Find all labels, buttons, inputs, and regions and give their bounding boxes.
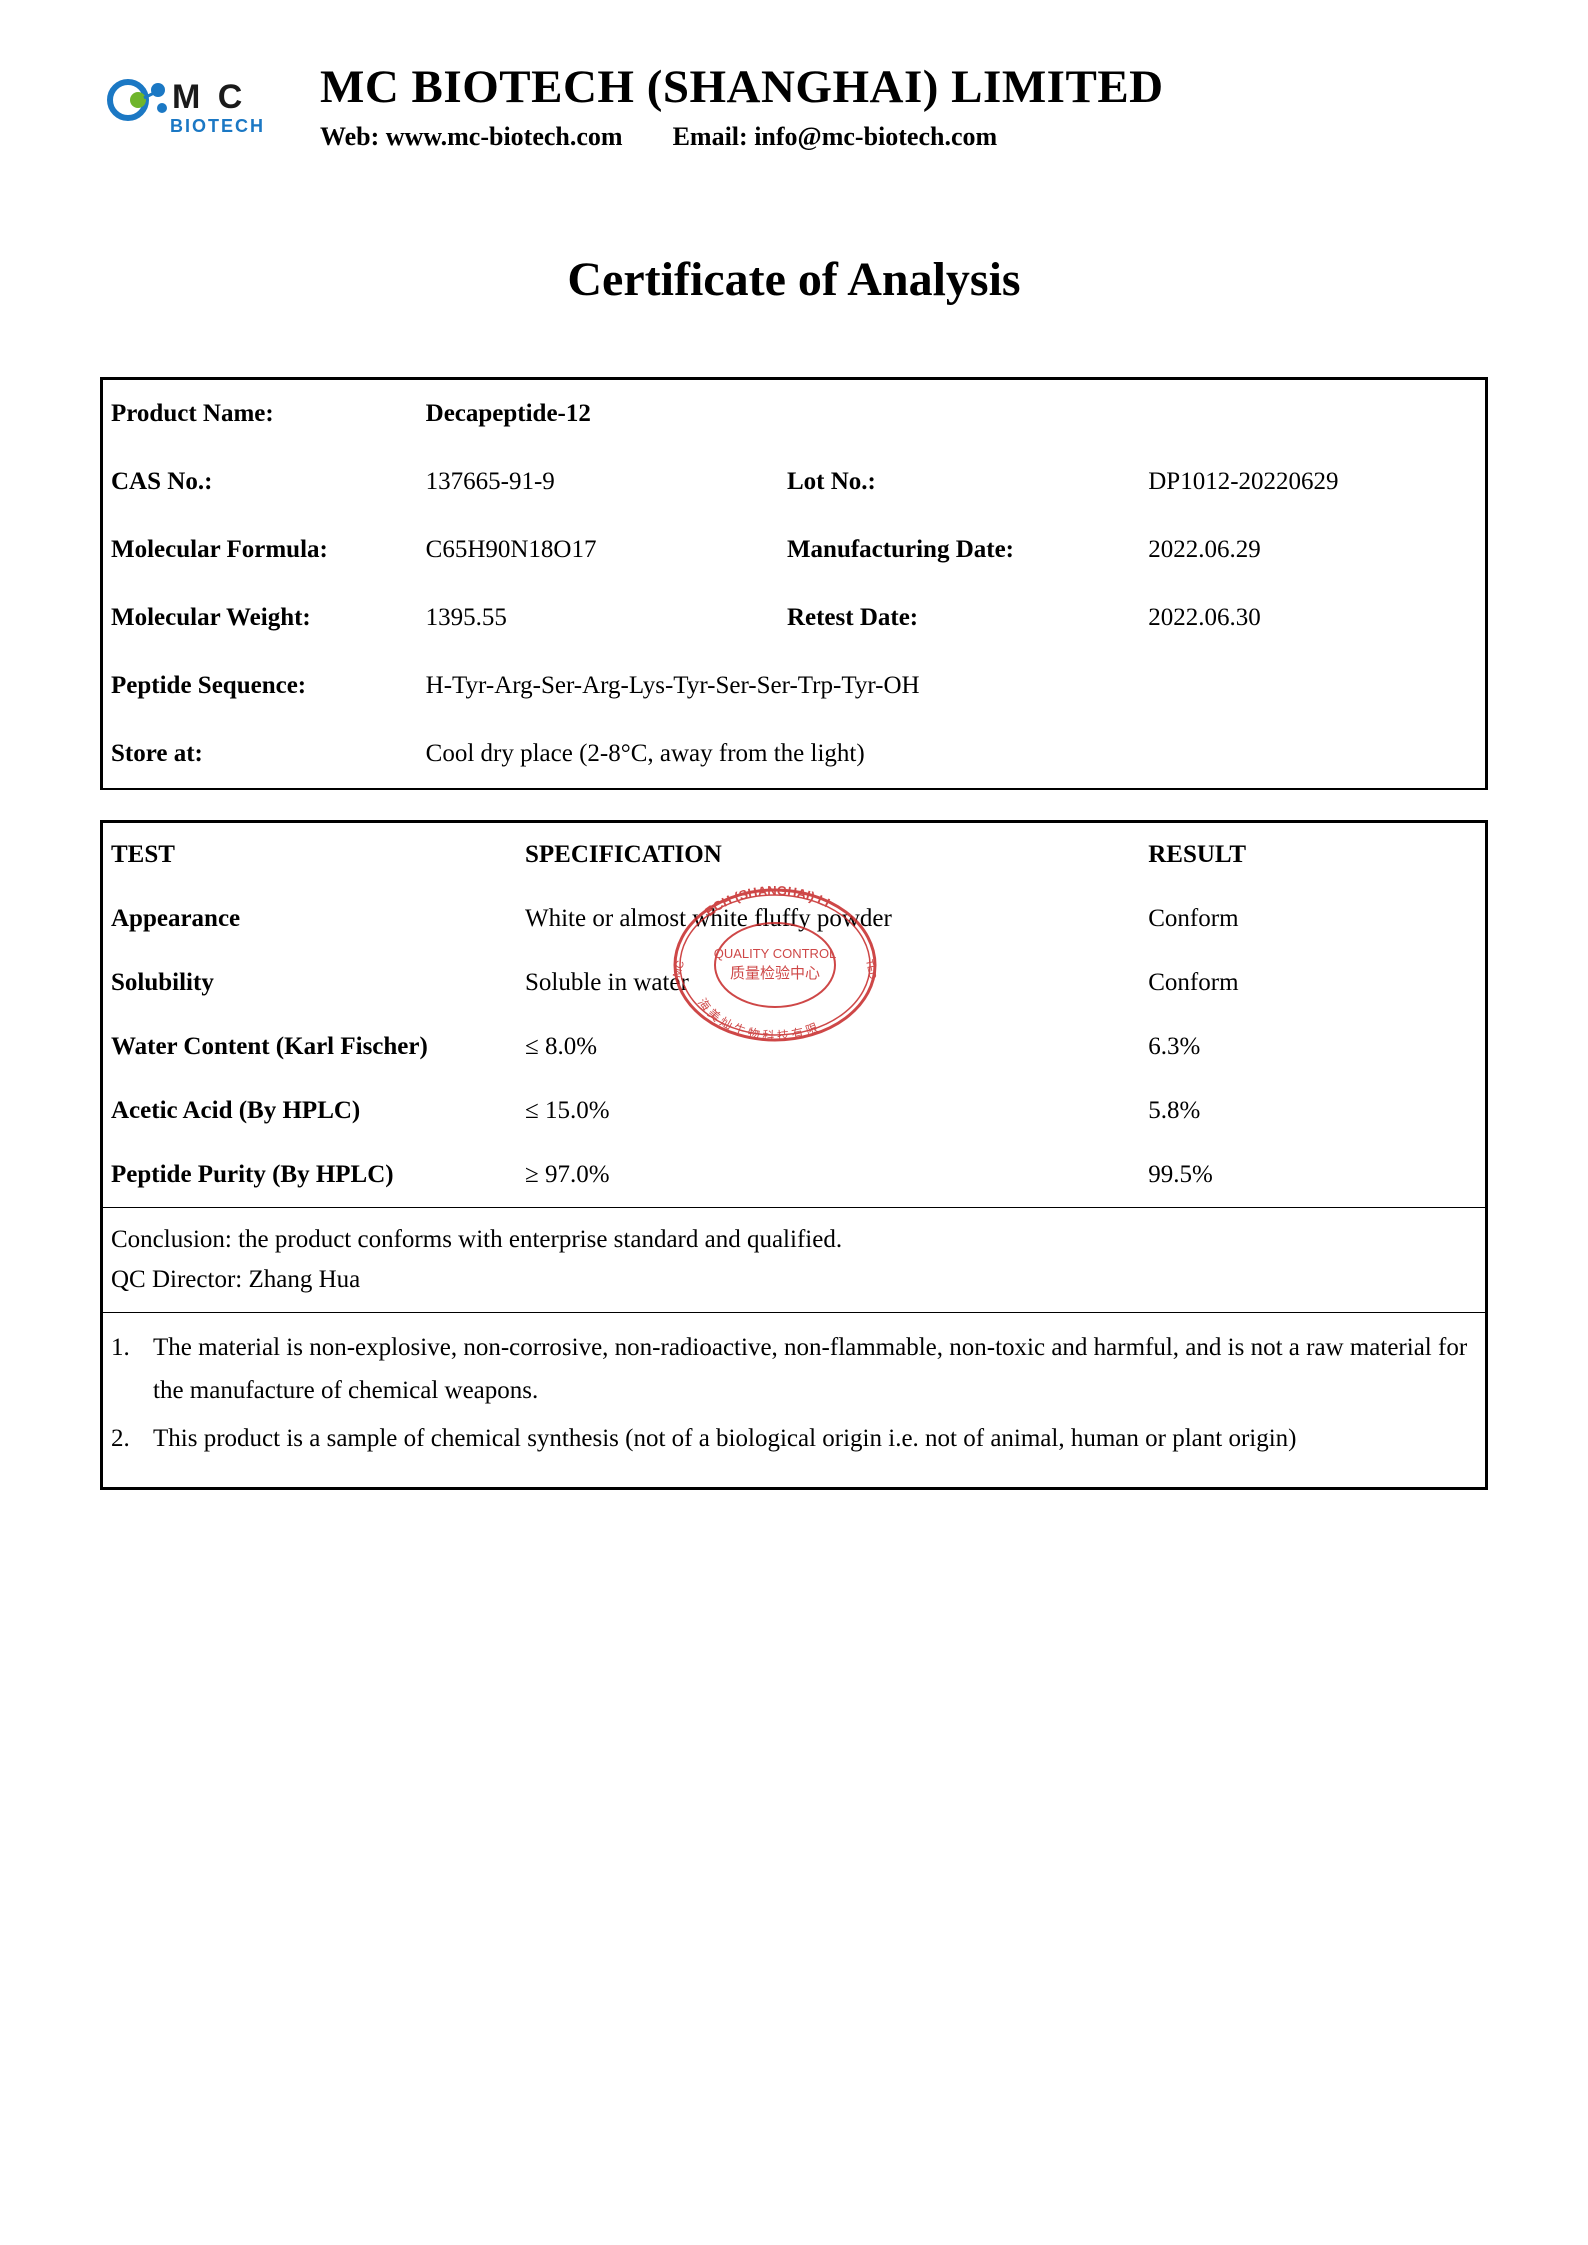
product-name-label: Product Name: [102,379,418,449]
test-row: Water Content (Karl Fischer) ≤ 8.0% 6.3% [102,1015,1487,1079]
test-name: Appearance [102,887,518,951]
email-value: info@mc-biotech.com [754,122,997,151]
retest-label: Retest Date: [779,584,1140,652]
test-row: Appearance White or almost white fluffy … [102,887,1487,951]
test-spec: ≤ 15.0% [517,1079,1140,1143]
conclusion-text: Conclusion: the product conforms with en… [111,1220,1477,1260]
test-result: 6.3% [1140,1015,1486,1079]
mfg-date-value: 2022.06.29 [1140,516,1486,584]
header-result: RESULT [1140,822,1486,888]
test-spec: Soluble in water [517,951,1140,1015]
contact-line: Web: www.mc-biotech.com Email: info@mc-bi… [320,122,1488,152]
formula-value: C65H90N18O17 [418,516,779,584]
conclusion-row: Conclusion: the product conforms with en… [102,1208,1487,1313]
header-spec: SPECIFICATION [517,822,1140,888]
test-row: Acetic Acid (By HPLC) ≤ 15.0% 5.8% [102,1079,1487,1143]
formula-label: Molecular Formula: [102,516,418,584]
weight-value: 1395.55 [418,584,779,652]
svg-text:BIOTECH: BIOTECH [170,116,265,136]
sequence-label: Peptide Sequence: [102,652,418,720]
lot-value: DP1012-20220629 [1140,448,1486,516]
test-name: Acetic Acid (By HPLC) [102,1079,518,1143]
header-test: TEST [102,822,518,888]
document-title: Certificate of Analysis [100,252,1488,307]
test-result: Conform [1140,951,1486,1015]
web-value: www.mc-biotech.com [386,122,623,151]
sequence-value: H-Tyr-Arg-Ser-Arg-Lys-Tyr-Ser-Ser-Trp-Ty… [418,652,1487,720]
mfg-date-label: Manufacturing Date: [779,516,1140,584]
svg-text:M C: M C [172,78,246,116]
product-info-table: Product Name: Decapeptide-12 CAS No.: 13… [100,377,1488,790]
test-result: 99.5% [1140,1143,1486,1208]
email-label: Email: [673,122,755,151]
test-section: TEST SPECIFICATION RESULT Appearance Whi… [100,820,1488,1490]
store-label: Store at: [102,720,418,789]
test-spec: ≥ 97.0% [517,1143,1140,1208]
notes-list: The material is non-explosive, non-corro… [111,1327,1477,1461]
test-spec: White or almost white fluffy powder [517,887,1140,951]
test-name: Water Content (Karl Fischer) [102,1015,518,1079]
store-value: Cool dry place (2-8°C, away from the lig… [418,720,1487,789]
cas-value: 137665-91-9 [418,448,779,516]
company-name: MC BIOTECH (SHANGHAI) LIMITED [320,60,1488,114]
web-label: Web: [320,122,386,151]
test-results-table: TEST SPECIFICATION RESULT Appearance Whi… [100,820,1488,1490]
company-info: MC BIOTECH (SHANGHAI) LIMITED Web: www.m… [320,60,1488,152]
test-spec: ≤ 8.0% [517,1015,1140,1079]
cas-label: CAS No.: [102,448,418,516]
retest-value: 2022.06.30 [1140,584,1486,652]
test-row: Solubility Soluble in water Conform [102,951,1487,1015]
test-header-row: TEST SPECIFICATION RESULT [102,822,1487,888]
document-header: M C BIOTECH MC BIOTECH (SHANGHAI) LIMITE… [100,60,1488,152]
note-item: This product is a sample of chemical syn… [111,1418,1477,1461]
qc-director: QC Director: Zhang Hua [111,1260,1477,1300]
test-name: Peptide Purity (By HPLC) [102,1143,518,1208]
test-name: Solubility [102,951,518,1015]
lot-label: Lot No.: [779,448,1140,516]
test-result: Conform [1140,887,1486,951]
notes-row: The material is non-explosive, non-corro… [102,1313,1487,1489]
note-item: The material is non-explosive, non-corro… [111,1327,1477,1412]
product-name-value: Decapeptide-12 [418,379,1487,449]
test-row: Peptide Purity (By HPLC) ≥ 97.0% 99.5% [102,1143,1487,1208]
weight-label: Molecular Weight: [102,584,418,652]
company-logo: M C BIOTECH [100,60,300,150]
test-result: 5.8% [1140,1079,1486,1143]
